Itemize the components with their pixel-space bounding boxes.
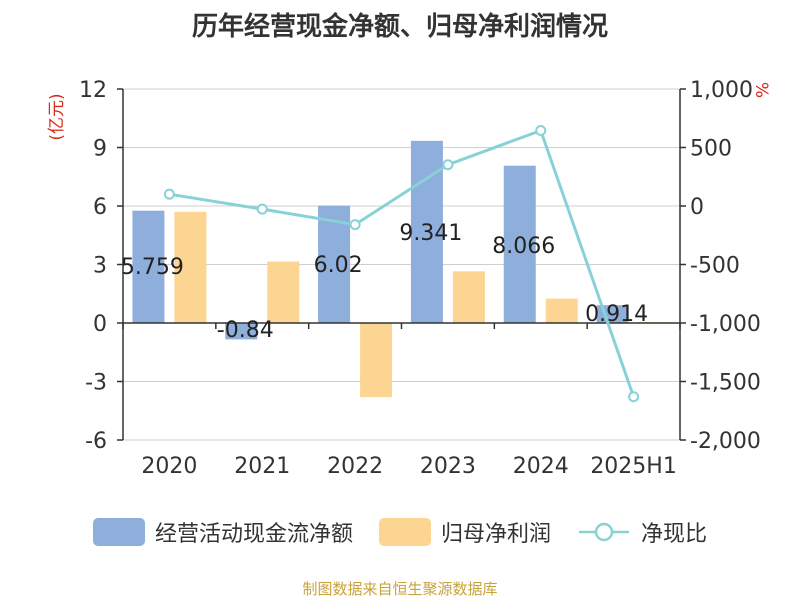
left-tick-label: 6	[93, 195, 107, 220]
legend: 经营活动现金流净额 归母净利润 净现比	[0, 516, 800, 548]
ratio-point	[628, 391, 640, 403]
right-tick-label: 500	[690, 137, 732, 162]
net-profit-bar	[360, 323, 393, 398]
net-profit-bar	[174, 211, 207, 323]
ratio-point	[163, 188, 175, 200]
left-tick-label: -3	[85, 371, 107, 396]
right-tick-label: -2,000	[690, 429, 761, 454]
ratio-point	[256, 203, 268, 215]
axes: -6 -3 0 3 6 9 12 -2,000 -1,500 -1,000 -500 0 500 1,00…	[47, 78, 771, 479]
source-note: 制图数据来自恒生聚源数据库	[302, 580, 498, 598]
category-label: 2023	[420, 454, 476, 479]
legend-item-cash-flow[interactable]: 经营活动现金流净额	[92, 516, 353, 548]
bars	[132, 140, 671, 398]
cash-flow-data-label: 5.759	[121, 255, 184, 280]
cash-flow-data-label: 9.341	[399, 221, 462, 246]
cash-flow-bar	[318, 205, 351, 323]
left-tick-label: 3	[93, 254, 107, 279]
legend-line-marker-icon	[579, 522, 629, 542]
ratio-point	[442, 159, 454, 171]
net-profit-bar	[267, 261, 300, 323]
cash-flow-bar	[132, 210, 165, 323]
ratio-line-path	[169, 128, 635, 398]
left-tick-label: -6	[85, 429, 107, 454]
left-tick-label: 0	[93, 312, 107, 337]
left-tick-label: 9	[93, 137, 107, 162]
right-axis-unit-label: %	[751, 82, 771, 98]
legend-swatch-net-profit	[378, 518, 431, 546]
category-label: 2024	[513, 454, 569, 479]
right-tick-label: -1,500	[690, 371, 761, 396]
cash-flow-bar	[225, 323, 258, 340]
legend-label-cash-flow: 经营活动现金流净额	[154, 522, 353, 547]
cash-flow-bar	[503, 165, 536, 323]
cash-flow-data-label: -0.84	[217, 318, 274, 343]
net-profit-bar	[545, 298, 578, 323]
data-labels: 5.759 -0.84 6.02 9.341 8.066 0.914	[121, 221, 648, 343]
legend-item-ratio[interactable]: 净现比	[577, 516, 707, 548]
ratio-point	[535, 125, 547, 137]
category-label: 2022	[327, 454, 383, 479]
left-tick-label: 12	[79, 78, 107, 103]
category-label: 2020	[141, 454, 197, 479]
chart-plot: -6 -3 0 3 6 9 12 -2,000 -1,500 -1,000 -500 0 500 1,00…	[47, 78, 771, 479]
legend-label-net-profit: 归母净利润	[440, 522, 551, 547]
right-tick-label: 0	[690, 195, 704, 220]
legend-label-ratio: 净现比	[641, 522, 708, 547]
category-label: 2025H1	[590, 454, 677, 479]
category-label: 2021	[234, 454, 290, 479]
right-tick-label: -1,000	[690, 312, 761, 337]
grid-lines	[123, 88, 680, 441]
cash-flow-data-label: 0.914	[585, 302, 648, 327]
right-tick-label: -500	[690, 254, 740, 279]
chart-title: 历年经营现金净额、归母净利润情况	[191, 12, 608, 42]
cash-flow-data-label: 8.066	[492, 234, 555, 259]
left-axis-unit-label: (亿元)	[47, 93, 67, 140]
ratio-line	[163, 125, 640, 403]
cash-flow-data-label: 6.02	[314, 253, 363, 278]
legend-item-net-profit[interactable]: 归母净利润	[378, 516, 551, 548]
legend-swatch-cash-flow	[92, 518, 145, 546]
ratio-point	[349, 219, 361, 231]
right-tick-label: 1,000	[690, 78, 753, 103]
net-profit-bar	[452, 271, 485, 323]
